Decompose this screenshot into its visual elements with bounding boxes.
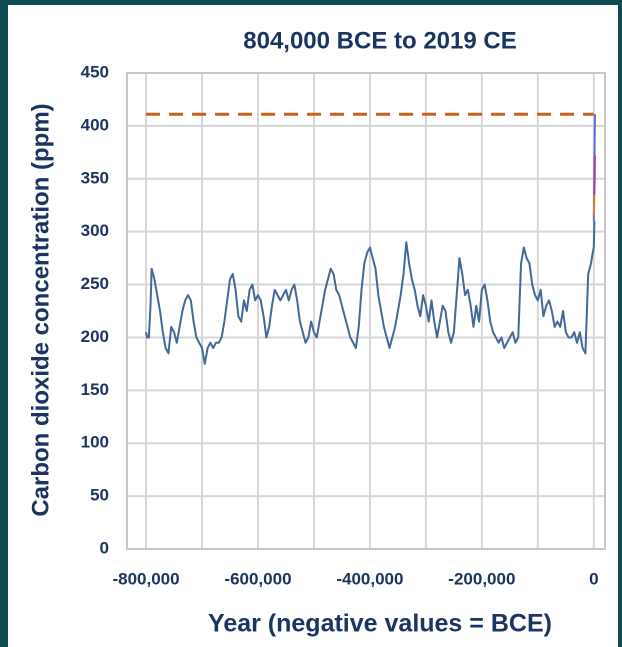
y-tick-label: 300 <box>81 221 109 240</box>
y-tick-label: 100 <box>81 433 109 452</box>
x-axis-label: Year (negative values = BCE) <box>208 610 552 638</box>
y-tick-label: 450 <box>81 62 109 81</box>
y-tick-label: 0 <box>100 538 109 557</box>
data-line <box>593 155 596 195</box>
x-tick-label: -600,000 <box>224 569 291 588</box>
y-axis-label: Carbon dioxide concentration (ppm) <box>27 103 54 516</box>
y-tick-label: 350 <box>81 168 109 187</box>
y-tick-label: 200 <box>81 327 109 346</box>
x-tick-label: -800,000 <box>112 569 179 588</box>
y-tick-label: 50 <box>90 486 109 505</box>
y-tick-label: 150 <box>81 380 109 399</box>
x-tick-label: 0 <box>589 569 598 588</box>
x-tick-label: -200,000 <box>448 569 515 588</box>
chart-title: 804,000 BCE to 2019 CE <box>243 27 516 54</box>
data-line <box>592 194 596 216</box>
x-tick-label: -400,000 <box>336 569 403 588</box>
data-line <box>145 221 596 365</box>
plot-frame <box>126 72 606 550</box>
y-tick-label: 250 <box>81 274 109 293</box>
y-tick-label: 400 <box>81 115 109 134</box>
